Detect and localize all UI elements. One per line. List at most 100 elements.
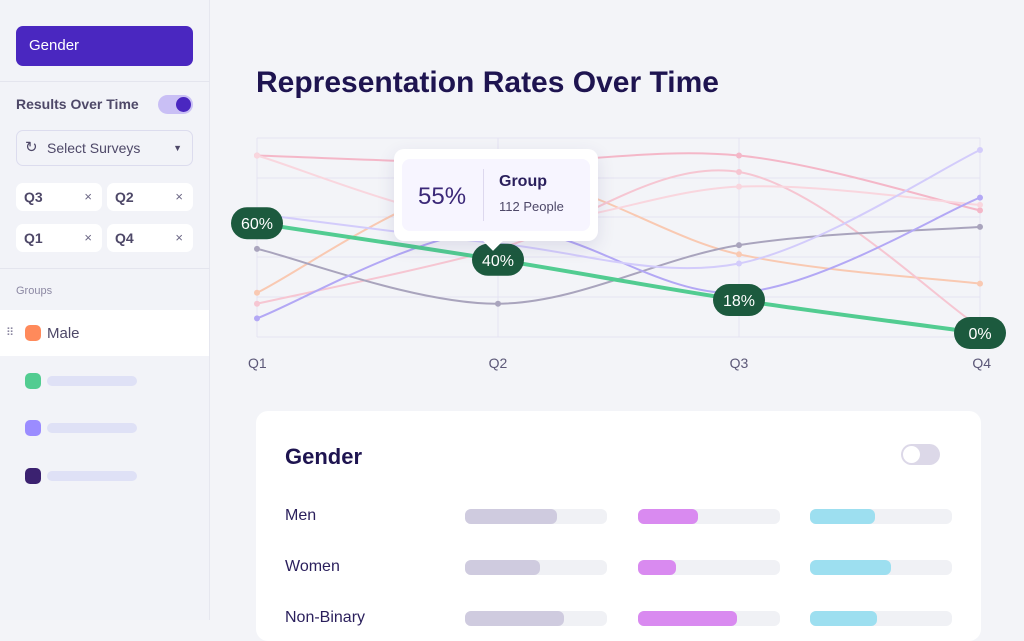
placeholder-label <box>47 376 137 386</box>
divider <box>0 81 210 82</box>
progress-fill <box>638 560 677 575</box>
chip-q4: Q4 × <box>107 224 193 252</box>
page-title: Representation Rates Over Time <box>256 66 719 99</box>
group-item[interactable] <box>0 405 209 451</box>
data-point <box>977 207 983 214</box>
data-point <box>736 251 742 258</box>
progress-bar <box>638 560 780 575</box>
placeholder-label <box>47 471 137 481</box>
results-over-time-label: Results Over Time <box>16 96 139 112</box>
data-label: 40% <box>472 243 524 276</box>
history-icon: ↻ <box>25 139 38 156</box>
close-icon[interactable]: × <box>175 230 183 245</box>
progress-fill <box>638 611 738 626</box>
data-point <box>254 289 260 296</box>
groups-label: Groups <box>16 285 53 297</box>
progress-fill <box>465 509 558 524</box>
close-icon[interactable]: × <box>175 189 183 204</box>
x-tick-label: Q4 <box>972 355 991 371</box>
divider <box>0 268 210 269</box>
data-point <box>254 315 260 322</box>
card-toggle[interactable] <box>901 444 940 465</box>
progress-bar <box>465 560 607 575</box>
color-swatch <box>25 420 41 436</box>
data-label: 60% <box>231 207 283 240</box>
progress-fill <box>465 560 541 575</box>
data-point <box>254 300 260 307</box>
line-chart: 60% 40% 18% 0% Q1 Q2 Q3 Q4 <box>231 137 1006 371</box>
progress-bar <box>465 611 607 626</box>
gender-button[interactable]: Gender <box>16 26 193 66</box>
data-point <box>495 300 501 307</box>
tooltip: 55% Group 112 People <box>394 149 598 251</box>
progress-bar <box>465 509 607 524</box>
sidebar: Gender Results Over Time ↻ Select Survey… <box>0 0 210 620</box>
data-point <box>736 152 742 159</box>
data-label-text: 40% <box>482 253 514 270</box>
row-label: Men <box>285 507 317 524</box>
color-swatch <box>25 325 41 341</box>
progress-fill <box>638 509 698 524</box>
progress-bar <box>810 611 952 626</box>
tooltip-value: 55% <box>418 183 467 210</box>
close-icon[interactable]: × <box>84 189 92 204</box>
highlight-series-line <box>256 221 981 335</box>
progress-fill <box>810 611 877 626</box>
series-line <box>256 196 981 320</box>
group-item[interactable] <box>0 453 209 499</box>
x-tick-label: Q1 <box>248 355 267 371</box>
select-surveys-placeholder: Select Surveys <box>47 140 141 156</box>
x-tick-label: Q2 <box>489 355 508 371</box>
data-label-text: 60% <box>241 216 273 233</box>
chip-label: Q3 <box>24 189 43 205</box>
series-line <box>256 169 981 329</box>
chip-label: Q4 <box>115 230 134 246</box>
progress-fill <box>465 611 565 626</box>
progress-bar <box>810 509 952 524</box>
series-line <box>256 149 981 270</box>
group-label: Male <box>47 325 80 342</box>
group-item-male[interactable]: ⠿ Male <box>0 310 209 356</box>
data-label-text: 18% <box>723 293 755 310</box>
gender-card: Gender Men Women Non-Binary <box>256 411 981 641</box>
x-tick-label: Q3 <box>730 355 749 371</box>
series-line <box>256 177 981 294</box>
row-label: Women <box>285 558 340 575</box>
select-surveys-dropdown[interactable]: ↻ Select Surveys ▼ <box>16 130 193 166</box>
tooltip-people: 112 People <box>499 199 564 214</box>
series-line <box>256 154 981 225</box>
data-point <box>977 194 983 201</box>
data-label: 0% <box>954 317 1006 349</box>
color-swatch <box>25 468 41 484</box>
data-label: 18% <box>713 284 765 317</box>
data-point <box>254 152 260 159</box>
chip-label: Q2 <box>115 189 134 205</box>
series-line <box>256 152 981 212</box>
drag-handle-icon[interactable]: ⠿ <box>6 327 14 339</box>
data-point <box>977 147 983 153</box>
data-point <box>977 280 983 287</box>
data-point <box>977 223 983 230</box>
progress-bar <box>638 509 780 524</box>
placeholder-label <box>47 423 137 433</box>
data-point <box>736 242 742 249</box>
chip-q2: Q2 × <box>107 183 193 211</box>
card-title: Gender <box>285 444 363 469</box>
progress-bar <box>810 560 952 575</box>
chip-label: Q1 <box>24 230 43 246</box>
color-swatch <box>25 373 41 389</box>
chip-q1: Q1 × <box>16 224 102 252</box>
group-item[interactable] <box>0 358 209 404</box>
close-icon[interactable]: × <box>84 230 92 245</box>
data-point <box>977 201 983 208</box>
data-point <box>736 260 742 267</box>
progress-fill <box>810 509 876 524</box>
data-point <box>736 168 742 175</box>
row-label: Non-Binary <box>285 609 366 626</box>
data-point <box>254 245 260 252</box>
tooltip-group: Group <box>499 173 547 190</box>
progress-bar <box>638 611 780 626</box>
results-over-time-toggle[interactable] <box>158 95 193 114</box>
progress-fill <box>810 560 891 575</box>
caret-down-icon: ▼ <box>173 143 182 153</box>
